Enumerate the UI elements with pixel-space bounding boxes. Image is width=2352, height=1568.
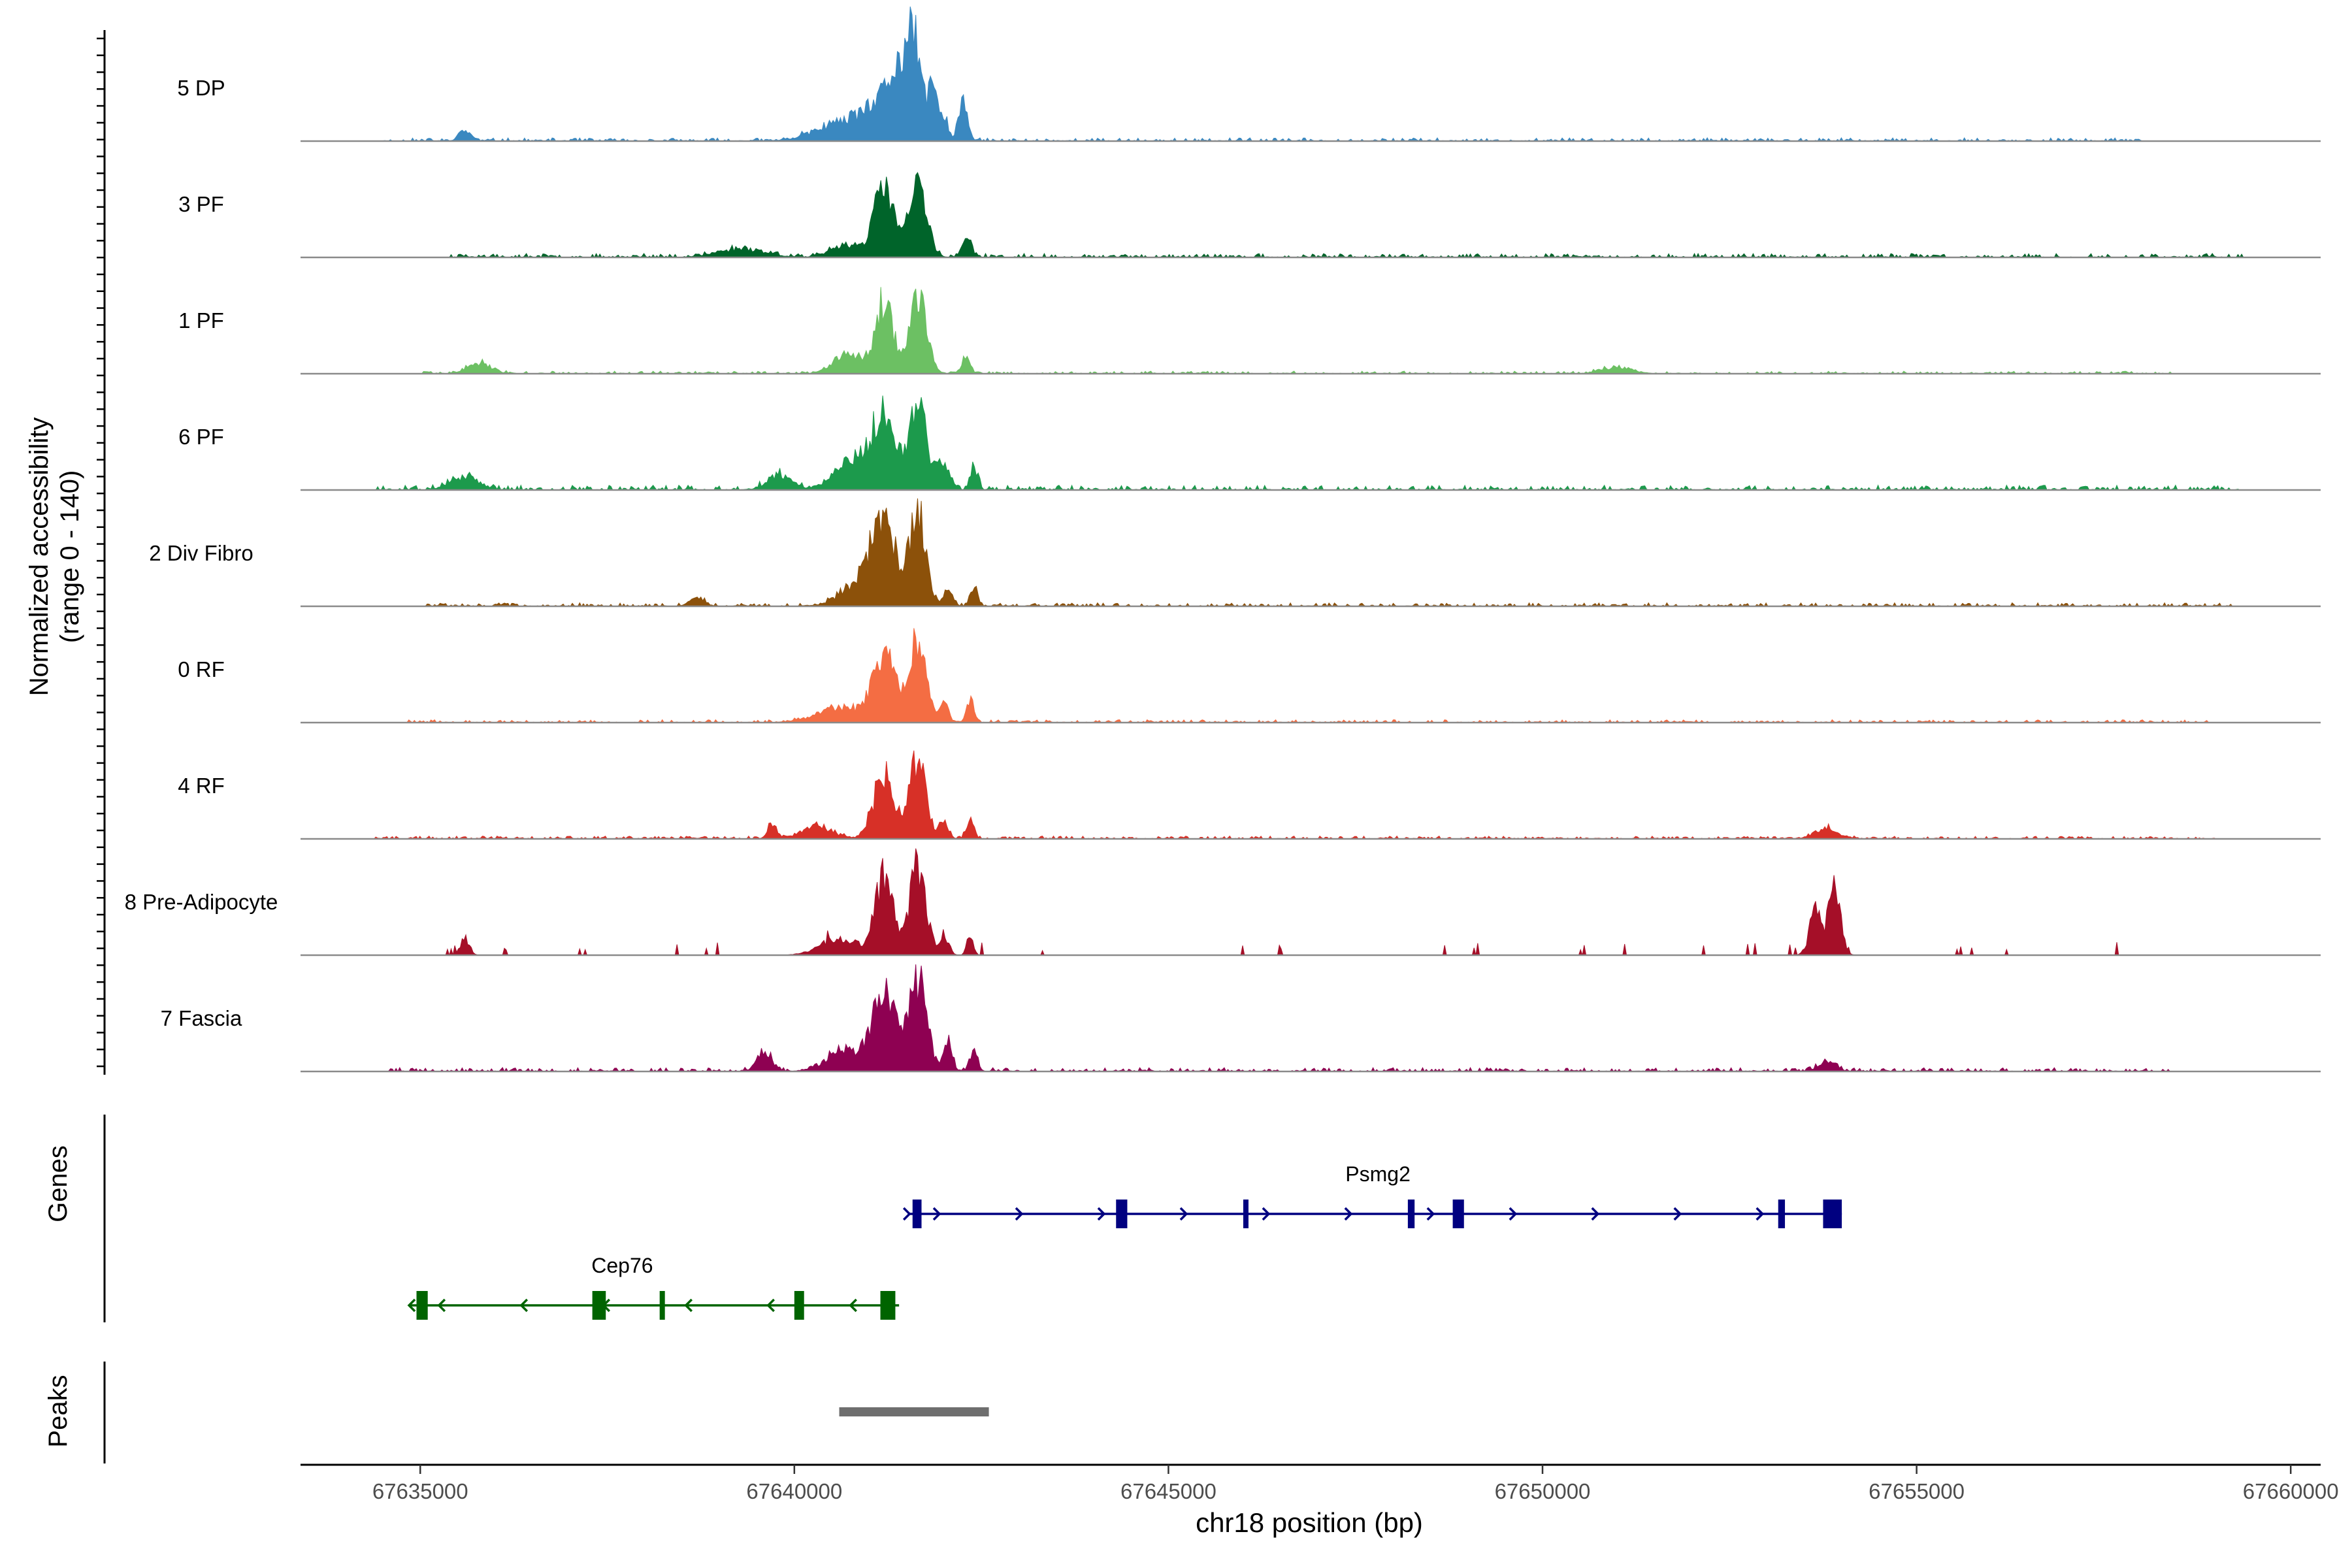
gene-annotation-panel: Psmg2 Cep76 [407,1162,1842,1320]
exon [592,1291,606,1320]
track-label: 7 Fascia [161,1006,242,1030]
coverage-area-3 [301,287,2321,374]
strand-arrow [437,1298,446,1313]
track-label: 3 PF [178,192,224,216]
track-label: 8 Pre-Adipocyte [125,890,278,914]
coverage-area-1 [301,6,2321,142]
coverage-area-9 [301,964,2321,1073]
exon [912,1200,922,1228]
strand-arrow [1344,1207,1353,1221]
strand-arrow [902,1207,911,1221]
x-axis-title: chr18 position (bp) [1196,1507,1423,1538]
strand-arrow [1015,1207,1024,1221]
strand-arrow [1426,1207,1435,1221]
strand-arrow [407,1298,416,1313]
gene-cep76: Cep76 [407,1254,900,1320]
exon [1452,1200,1464,1228]
coverage-area-5 [301,498,2321,608]
coverage-tracks: 5 DP 3 PF 1 PF 6 PF 2 Div Fibro 0 RF 4 RF 8 Pre… [125,6,2321,1073]
coverage-area-6 [301,628,2321,723]
track-9: 7 Fascia [161,964,2321,1073]
exon [1116,1200,1128,1228]
strand-arrow [1756,1207,1765,1221]
strand-arrow [1097,1207,1106,1221]
strand-arrow [849,1298,857,1313]
strand-arrow [519,1298,529,1313]
gene-name: Cep76 [591,1254,653,1277]
strand-arrow [1509,1207,1518,1221]
strand-arrow [1179,1207,1188,1221]
strand-arrow [1673,1207,1682,1221]
genes-panel-label: Genes [44,1145,73,1222]
strand-arrow [1591,1207,1600,1221]
exon [659,1291,665,1320]
x-tick-label: 67645000 [1120,1479,1217,1503]
x-tick-label: 67640000 [746,1479,842,1503]
exon [794,1291,804,1320]
strand-arrow [766,1298,775,1313]
track-label: 6 PF [178,425,224,449]
track-8: 8 Pre-Adipocyte [125,848,2321,956]
track-1: 5 DP [177,6,2321,142]
peaks-panel-label: Peaks [44,1375,73,1447]
gene-name: Psmg2 [1345,1162,1411,1186]
coverage-area-7 [301,750,2321,840]
exon [1778,1200,1786,1228]
track-4: 6 PF [178,395,2321,491]
strand-arrow [1262,1207,1271,1221]
track-3: 1 PF [178,287,2321,375]
exon [1823,1200,1842,1228]
track-label: 2 Div Fibro [149,541,253,565]
exon [1407,1200,1415,1228]
exon [880,1291,896,1320]
x-tick-label: 67655000 [1869,1479,1965,1503]
coverage-area-4 [301,395,2321,491]
track-label: 5 DP [177,76,225,100]
exon [416,1291,428,1320]
strand-arrow [684,1298,693,1313]
track-7: 4 RF [178,750,2321,840]
x-tick-label: 67635000 [372,1479,468,1503]
track-6: 0 RF [178,628,2321,724]
exon [1243,1200,1249,1228]
peaks-panel [839,1407,989,1416]
track-label: 1 PF [178,308,224,333]
track-label: 4 RF [178,774,225,798]
x-tick-label: 67650000 [1495,1479,1591,1503]
y-axis-title-line1: Normalized accessibility [25,417,54,696]
y-axis-title-line2: (range 0 - 140) [56,470,84,644]
gene-psmg2: Psmg2 [902,1162,1842,1228]
axes: 67635000 67640000 67645000 67650000 67655000… [97,30,2339,1503]
strand-arrow [932,1207,941,1221]
track-5: 2 Div Fibro [149,498,2321,608]
coverage-area-8 [301,848,2321,956]
x-tick-label: 67660000 [2243,1479,2339,1503]
peak-region [839,1407,989,1416]
track-2: 3 PF [178,172,2321,259]
track-label: 0 RF [178,657,225,681]
coverage-area-2 [301,172,2321,259]
